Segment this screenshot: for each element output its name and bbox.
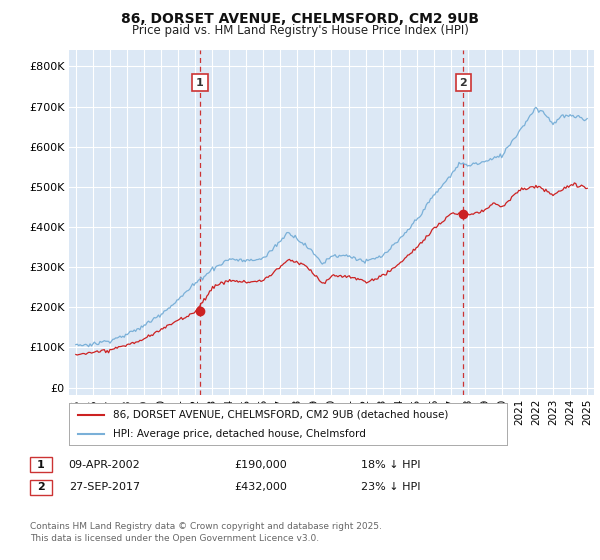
Text: 86, DORSET AVENUE, CHELMSFORD, CM2 9UB (detached house): 86, DORSET AVENUE, CHELMSFORD, CM2 9UB (… — [113, 409, 448, 419]
FancyBboxPatch shape — [30, 479, 52, 495]
Text: 86, DORSET AVENUE, CHELMSFORD, CM2 9UB: 86, DORSET AVENUE, CHELMSFORD, CM2 9UB — [121, 12, 479, 26]
Text: 1: 1 — [196, 77, 203, 87]
Text: 18% ↓ HPI: 18% ↓ HPI — [361, 460, 421, 470]
Text: 27-SEP-2017: 27-SEP-2017 — [68, 482, 140, 492]
Text: 2: 2 — [460, 77, 467, 87]
Text: 09-APR-2002: 09-APR-2002 — [68, 460, 140, 470]
FancyBboxPatch shape — [30, 457, 52, 473]
Text: 23% ↓ HPI: 23% ↓ HPI — [361, 482, 421, 492]
Text: Price paid vs. HM Land Registry's House Price Index (HPI): Price paid vs. HM Land Registry's House … — [131, 24, 469, 36]
Text: £190,000: £190,000 — [234, 460, 287, 470]
Text: 1: 1 — [37, 460, 45, 470]
Text: Contains HM Land Registry data © Crown copyright and database right 2025.
This d: Contains HM Land Registry data © Crown c… — [30, 522, 382, 543]
Text: 2: 2 — [37, 482, 45, 492]
Text: HPI: Average price, detached house, Chelmsford: HPI: Average price, detached house, Chel… — [113, 429, 365, 439]
Text: £432,000: £432,000 — [234, 482, 287, 492]
